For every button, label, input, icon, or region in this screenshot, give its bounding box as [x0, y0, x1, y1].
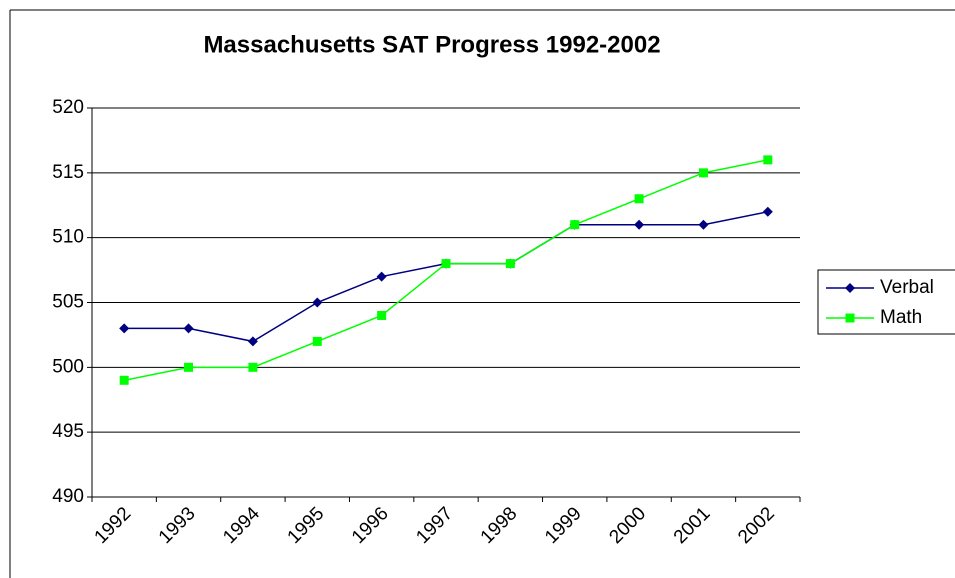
legend-label: Math [880, 307, 922, 328]
y-tick-label: 500 [52, 356, 84, 377]
series-line [124, 159, 768, 382]
x-tick-label: 1999 [541, 503, 586, 548]
legend-marker [845, 283, 855, 293]
x-tick-label: 1995 [284, 503, 329, 548]
data-point [248, 362, 258, 372]
x-tick-label: 2002 [734, 503, 779, 548]
data-point [377, 310, 387, 320]
y-tick-label: 520 [52, 97, 84, 118]
legend-marker [845, 313, 855, 323]
legend-label: Verbal [880, 277, 934, 298]
y-tick-label: 515 [52, 162, 84, 183]
data-point [505, 259, 515, 269]
data-point [376, 271, 387, 282]
x-tick-label: 1992 [91, 503, 136, 548]
x-tick-label: 1998 [477, 503, 522, 548]
data-point [762, 206, 773, 217]
data-point [634, 219, 645, 230]
data-point [763, 155, 773, 165]
data-point [119, 323, 130, 334]
data-point [312, 297, 323, 308]
legend-box [817, 269, 955, 335]
y-tick-label: 495 [52, 421, 84, 442]
data-point [183, 323, 194, 334]
y-tick-label: 510 [52, 227, 84, 248]
series-line [124, 210, 768, 343]
x-tick-label: 1997 [412, 503, 457, 548]
data-point [570, 220, 580, 230]
x-tick-label: 1994 [219, 503, 264, 548]
chart-title: Massachusetts SAT Progress 1992-2002 [203, 31, 660, 58]
data-point [247, 336, 258, 347]
x-tick-label: 2000 [605, 503, 650, 548]
data-point [441, 259, 451, 269]
data-point [698, 168, 708, 178]
data-point [119, 375, 129, 385]
data-point [312, 336, 322, 346]
x-tick-label: 1996 [348, 503, 393, 548]
data-point [184, 362, 194, 372]
data-point [698, 219, 709, 230]
data-point [634, 194, 644, 204]
x-tick-label: 1993 [155, 503, 200, 548]
y-tick-label: 505 [52, 292, 84, 313]
y-tick-label: 490 [52, 486, 84, 507]
x-tick-label: 2001 [670, 503, 715, 548]
